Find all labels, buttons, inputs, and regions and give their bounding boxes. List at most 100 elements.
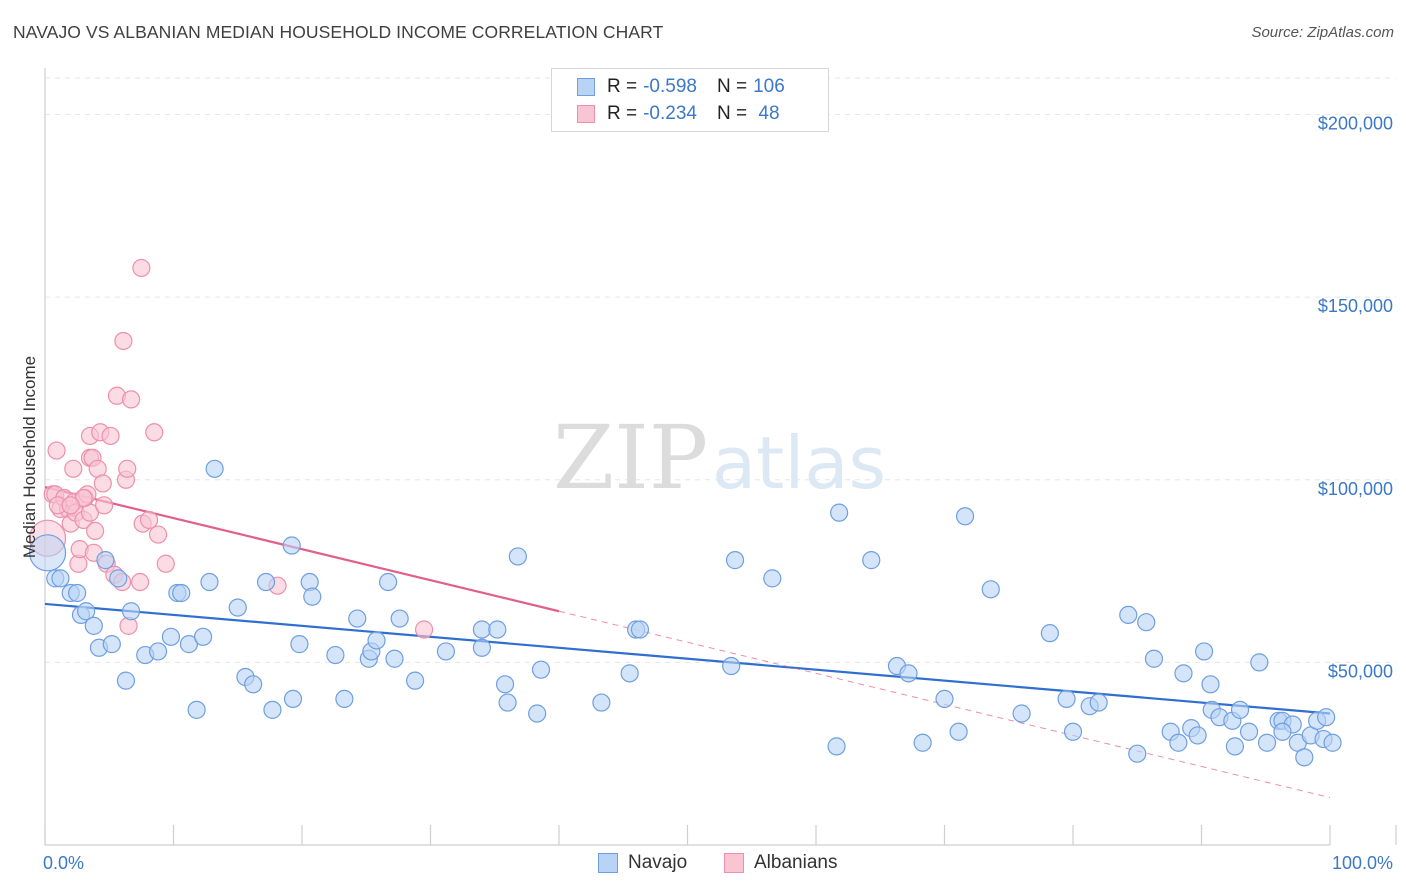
albanians-point [145,423,164,442]
legend-label: Navajo [628,852,688,873]
albanians-point [95,496,114,515]
trend-line [44,485,560,613]
albanians-legend-swatch [724,853,744,873]
navajo-point [827,737,846,756]
navajo-point [172,583,191,603]
navajo-point [282,536,301,555]
navajo-point [763,569,782,588]
navajo-point [303,587,322,606]
chart-title: NAVAJO VS ALBANIAN MEDIAN HOUSEHOLD INCO… [13,22,664,42]
n-value: 106 [753,76,785,97]
navajo-point [28,534,67,572]
navajo-point [1201,675,1220,694]
navajo-point [1225,737,1245,756]
legend-row-albanians: R = -0.234 N = 48 [577,102,780,126]
navajo-point [1040,624,1059,643]
navajo-point [862,551,881,570]
series-legend: Navajo Albanians [0,852,1406,876]
axes [44,68,1397,846]
albanians-point [47,441,66,460]
navajo-point [1188,726,1207,745]
r-value: -0.234 [643,103,697,124]
navajo-point [84,616,103,635]
navajo-point [981,580,1000,599]
albanians-point [414,620,434,639]
legend-label: Albanians [754,852,838,873]
albanians-point [64,459,83,478]
navajo-point [385,649,404,668]
navajo-point [335,689,354,709]
navajo-point [498,693,517,712]
navajo-point [935,689,954,709]
navajo-points [28,459,1342,767]
navajo-point [51,569,70,588]
navajo-point [1174,664,1193,683]
watermark: ZIP atlas [553,406,886,509]
navajo-point [630,620,650,639]
navajo-point [436,642,456,661]
navajo-legend-swatch [598,853,618,873]
albanians-point [101,426,120,446]
navajo-point [390,609,409,628]
albanians-swatch [577,105,595,123]
n-label: N = [716,103,748,124]
y-tick-label: $200,000 [1318,114,1393,134]
navajo-point [722,656,741,676]
albanians-point [132,258,151,278]
x-tick-labels: 0.0% 100.0% [43,853,1393,873]
navajo-point [68,583,87,603]
navajo-point [1257,733,1277,752]
x-tick-label: 0.0% [43,853,84,873]
navajo-point [179,635,199,654]
legend-row-navajo: R = -0.598 N = 106 [577,75,785,99]
navajo-point [1295,748,1314,767]
r-label: R = [607,103,638,124]
navajo-point [263,700,282,719]
navajo-point [187,700,206,719]
navajo-point [955,507,975,526]
navajo-point [121,602,141,621]
albanians-point [93,474,112,493]
r-label: R = [607,76,638,97]
navajo-point [1128,744,1147,763]
navajo-point [378,572,398,592]
navajo-point [348,609,367,628]
trend-line [44,602,1331,715]
navajo-point [1119,605,1138,625]
navajo-point [472,620,491,639]
navajo-point [77,602,96,621]
legend-item-navajo[interactable]: Navajo [598,852,687,874]
correlation-legend: R = -0.598 N = 106 R = -0.234 N = 48 [551,68,829,132]
r-value: -0.598 [643,76,697,97]
navajo-point [205,459,224,478]
navajo-point [283,689,303,709]
albanians-point [156,554,175,573]
navajo-point [1250,653,1269,672]
albanians-point [118,459,137,478]
navajo-point [620,664,639,683]
x-tick-label: 100.0% [1332,853,1393,873]
legend-item-albanians[interactable]: Albanians [724,852,837,874]
navajo-point [949,722,968,741]
navajo-point [148,642,168,661]
watermark-atlas: atlas [712,421,886,505]
navajo-point [200,572,219,592]
navajo-point [592,693,611,712]
navajo-point [508,547,527,566]
albanians-point [86,521,105,540]
navajo-point [96,551,115,570]
gridlines [45,77,1396,663]
n-label: N = [716,76,748,97]
navajo-point [116,671,136,690]
y-axis-label: Median Household Income [20,356,39,558]
watermark-zip: ZIP [553,406,708,509]
navajo-point [1230,700,1250,719]
albanians-point [130,572,150,592]
navajo-point [244,675,263,694]
navajo-point [1144,649,1164,668]
n-value: 48 [753,103,780,124]
navajo-point [1239,722,1259,741]
navajo-point [1273,722,1292,741]
navajo-point [1063,722,1083,741]
albanians-point [148,525,168,544]
